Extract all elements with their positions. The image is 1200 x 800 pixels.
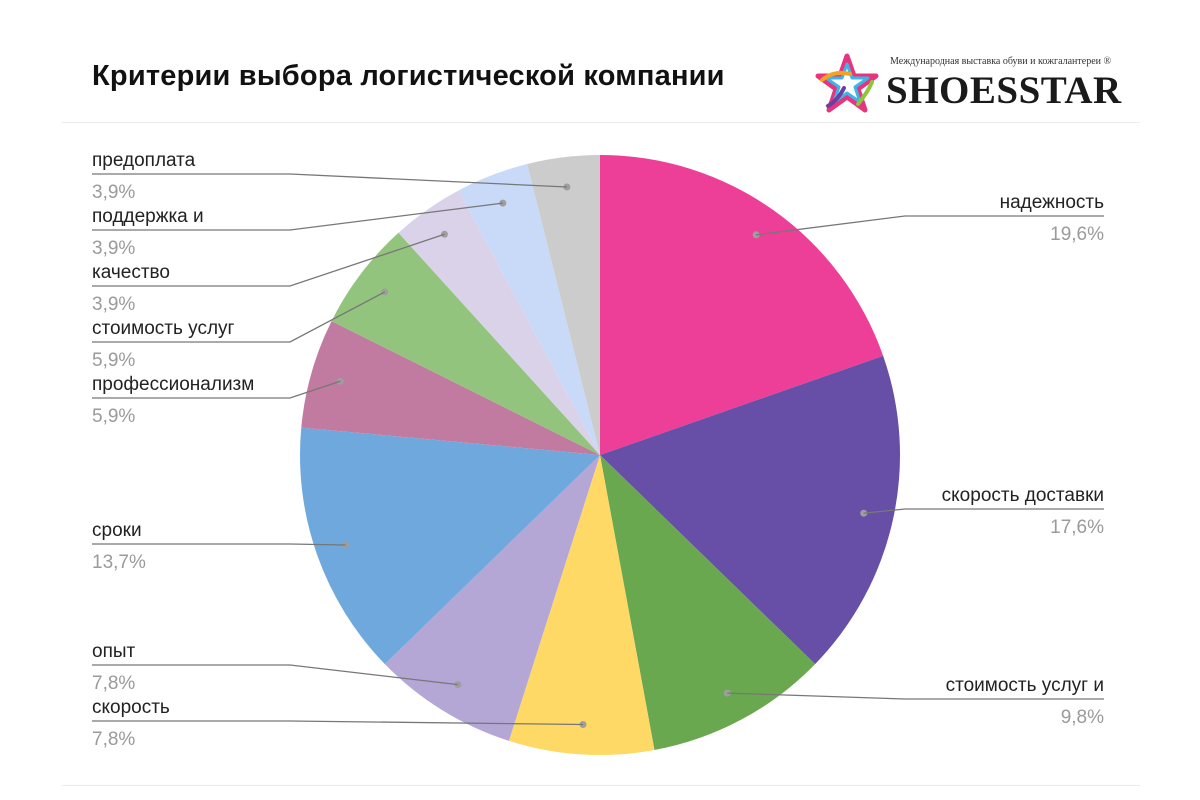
leader-line [727, 692, 1104, 700]
logo-wordmark: SHOESSTAR [886, 69, 1122, 112]
pie-slices [299, 155, 901, 755]
slice-value-label: 13,7% [92, 552, 146, 573]
slice-label: опыт [92, 641, 136, 662]
pie-slice [458, 164, 600, 455]
leader-line [92, 543, 346, 546]
pie-slice [508, 455, 655, 755]
slice-labels: надежность 19,6% скорость доставки 17,6% сто… [92, 150, 1104, 750]
leader-line [92, 720, 584, 726]
slice-value-label: 19,6% [1050, 224, 1104, 245]
shoesstar-logo: Международная выставка обуви и кожгалант… [814, 50, 1134, 120]
slice-value-label: 5,9% [92, 406, 135, 427]
leader-line [863, 508, 1104, 514]
slice-label: надежность [1000, 192, 1104, 213]
leader-lines [92, 173, 1104, 728]
slice-label: профессионализм [92, 374, 254, 395]
leader-line [92, 233, 445, 287]
pie-slice [600, 155, 884, 455]
leader-line [92, 380, 341, 399]
pie-slice [600, 455, 816, 751]
pie-slice [299, 427, 600, 665]
slice-label: скорость [92, 697, 170, 718]
chart-title: Критерии выбора логистической компании [92, 60, 725, 92]
leader-line [92, 173, 567, 188]
leader-line [756, 215, 1104, 236]
slice-value-label: 3,9% [92, 294, 135, 315]
slice-label: поддержка и [92, 206, 204, 227]
slice-label: скорость доставки [942, 485, 1104, 506]
leader-line [92, 202, 503, 231]
slice-label: стоимость услуг [92, 318, 235, 339]
pie-slice [331, 232, 600, 455]
slice-value-label: 9,8% [1061, 707, 1104, 728]
slice-label: стоимость услуг и [946, 675, 1104, 696]
slice-value-label: 7,8% [92, 729, 135, 750]
pie-slice [527, 155, 600, 455]
slice-value-label: 7,8% [92, 673, 135, 694]
logo-tagline: Международная выставка обуви и кожгалант… [890, 56, 1112, 67]
footer-divider [62, 785, 1140, 786]
slice-value-label: 17,6% [1050, 517, 1104, 538]
pie-slice [301, 321, 600, 455]
slice-label: сроки [92, 520, 142, 541]
slice-value-label: 3,9% [92, 182, 135, 203]
logo-star-icon [815, 53, 879, 113]
pie-slice [600, 355, 901, 665]
leader-line [92, 291, 386, 343]
pie-slice [384, 455, 600, 741]
slice-value-label: 5,9% [92, 350, 135, 371]
slice-value-label: 3,9% [92, 238, 135, 259]
header-divider [62, 122, 1140, 123]
pie-slice [398, 190, 600, 455]
slice-label: качество [92, 262, 170, 283]
leader-line [92, 664, 458, 686]
slice-label: предоплата [92, 150, 196, 171]
